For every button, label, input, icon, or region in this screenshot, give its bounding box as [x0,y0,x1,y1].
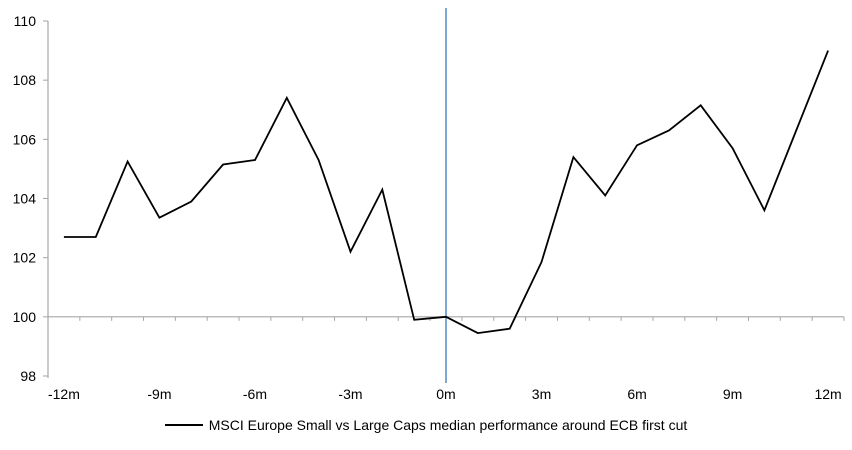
y-tick-label: 104 [13,191,37,207]
legend: MSCI Europe Small vs Large Caps median p… [0,417,852,433]
y-tick-label: 100 [13,309,37,325]
x-tick-label: -3m [338,386,362,402]
x-tick-label: -12m [48,386,80,402]
y-tick-label: 98 [20,368,36,384]
x-tick-label: 3m [532,386,551,402]
x-tick-label: 6m [627,386,646,402]
x-tick-label: 9m [723,386,742,402]
y-tick-label: 108 [13,72,37,88]
x-tick-label: 12m [814,386,841,402]
x-tick-label: -9m [147,386,171,402]
x-tick-label: -6m [243,386,267,402]
legend-label: MSCI Europe Small vs Large Caps median p… [208,417,688,433]
y-tick-label: 110 [14,13,37,29]
y-tick-label: 102 [13,250,37,266]
y-tick-label: 106 [13,131,37,147]
series-line-msci-small-vs-large [63,50,829,335]
legend-line-swatch [164,424,203,426]
x-tick-label: 0m [436,386,455,402]
